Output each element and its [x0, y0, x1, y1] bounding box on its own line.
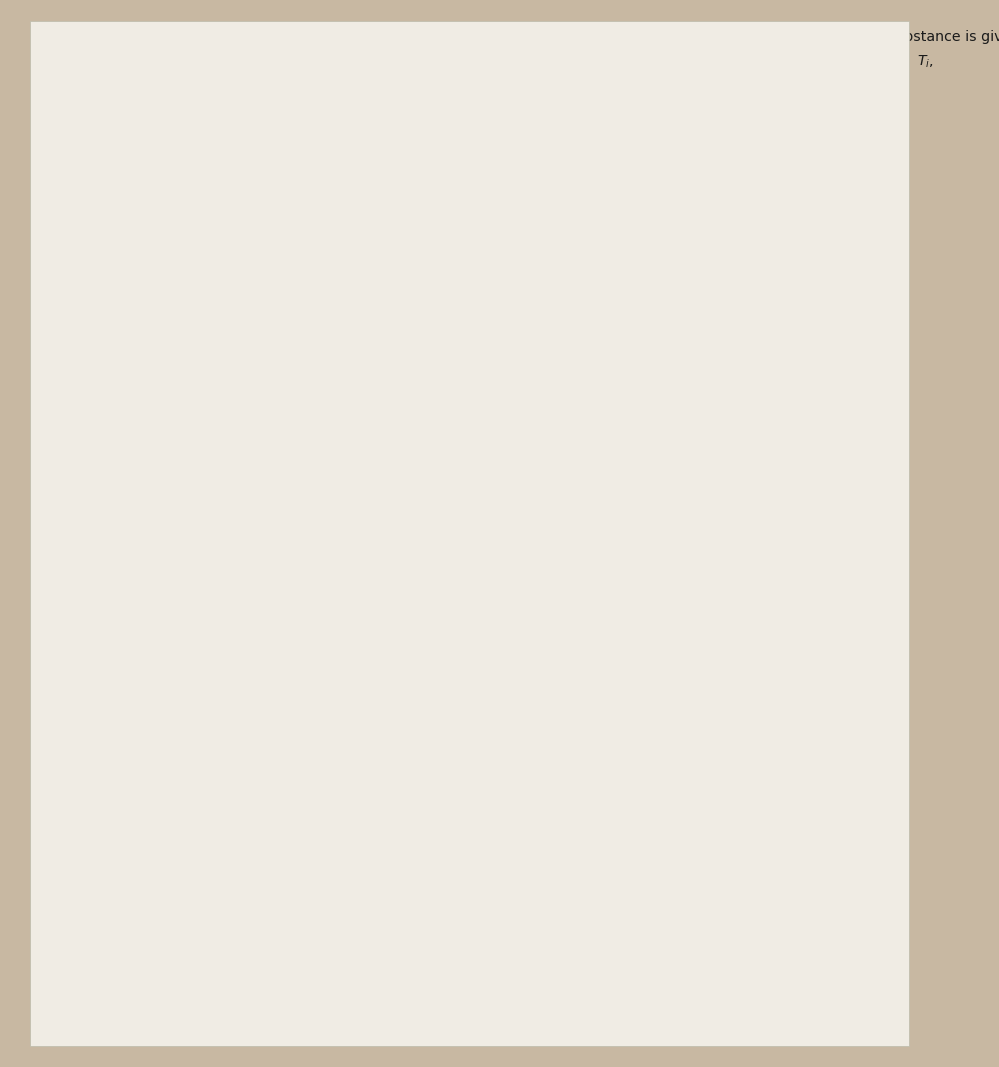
Text: 3): 3) — [440, 370, 455, 384]
Text: $2x + 6y = 20$: $2x + 6y = 20$ — [90, 795, 187, 814]
Text: in joules, needed to raise the temperature of: in joules, needed to raise the temperatu… — [340, 30, 659, 44]
Text: What is the solution to the inequality $2m - 4 \leq 3(2m + 4)$?: What is the solution to the inequality $… — [90, 930, 500, 949]
Text: is the specific heat capacity of the substance.  If its initial temperature is: is the specific heat capacity of the sub… — [315, 53, 835, 67]
Text: $T_f$: $T_f$ — [435, 77, 450, 93]
Text: is the number of hot dogs and: is the number of hot dogs and — [474, 278, 688, 292]
Text: $x + y = 6$: $x + y = 6$ — [500, 765, 561, 782]
Text: 2): 2) — [100, 155, 114, 169]
Text: $h + p \geq 200$: $h + p \geq 200$ — [155, 402, 236, 420]
Text: $2x + 6y = 20$: $2x + 6y = 20$ — [90, 861, 187, 880]
Text: $0.50h + 0.40p \leq 200$: $0.50h + 0.40p \leq 200$ — [475, 402, 618, 420]
Text: During summer vacation, Ben decides to sell hot dogs and pretzels on a food cart: During summer vacation, Ben decides to s… — [75, 232, 852, 245]
Text: Q,: Q, — [318, 30, 334, 44]
Text: m: m — [792, 30, 806, 44]
Text: p: p — [697, 278, 706, 292]
Text: and milkshakes,: and milkshakes, — [448, 472, 562, 485]
Text: $-x + y = 14$: $-x + y = 14$ — [90, 831, 172, 848]
Text: 1): 1) — [40, 563, 54, 577]
Text: is the number of: is the number of — [709, 278, 826, 292]
Text: $2x + 6y = 20$: $2x + 6y = 20$ — [500, 861, 596, 880]
Text: 4): 4) — [440, 402, 455, 416]
Text: $1.50(5) + 2.00m \geq 19.00$: $1.50(5) + 2.00m \geq 19.00$ — [80, 563, 253, 579]
Text: $0.50 for each hot dog and $0.40 for each pretzel.  He has only $100 to spend ea: $0.50 for each hot dog and $0.40 for eac… — [40, 255, 787, 269]
Text: m.: m. — [577, 472, 595, 485]
Text: C: C — [300, 53, 310, 67]
Text: $h + p \leq 200$: $h + p \leq 200$ — [155, 370, 236, 388]
Text: 2): 2) — [40, 595, 54, 609]
Text: $-x + y = 6$: $-x + y = 6$ — [90, 765, 163, 782]
Text: 4): 4) — [460, 595, 475, 609]
Text: 2): 2) — [40, 831, 54, 845]
Text: an equation to find its final temperature,: an equation to find its final temperatur… — [40, 77, 331, 91]
Text: 3): 3) — [460, 765, 475, 779]
Text: pretzels.  He wants to sell at least 200 items each day.  If: pretzels. He wants to sell at least 200 … — [40, 278, 448, 292]
Text: 3) $m \leq -4$: 3) $m \leq -4$ — [470, 965, 547, 981]
Text: Each ice cream cone costs $1.50 and each: Each ice cream cone costs $1.50 and each — [599, 472, 907, 485]
Text: 4): 4) — [460, 831, 475, 845]
Text: 1): 1) — [120, 370, 134, 384]
Text: cream cones, which inequality could be used to determine the maximum number of m: cream cones, which inequality could be u… — [40, 519, 820, 532]
Text: 4) $m \geq -4$: 4) $m \geq -4$ — [679, 965, 757, 981]
Text: 10.: 10. — [40, 930, 65, 944]
Text: $x + y = 14$: $x + y = 14$ — [500, 831, 570, 848]
Text: h: h — [463, 278, 472, 292]
Text: $1.50c + 2.00(5) \leq 19.00$: $1.50c + 2.00(5) \leq 19.00$ — [495, 595, 661, 611]
Text: 6.: 6. — [40, 30, 55, 44]
Text: pretzels, which inequality would be part of a system of inequalities used to det: pretzels, which inequality would be part… — [40, 302, 823, 316]
Text: c,: c, — [428, 472, 440, 485]
Text: $T_f = \dfrac{Q}{mC} + T_i$: $T_f = \dfrac{Q}{mC} + T_i$ — [145, 155, 235, 189]
Text: $1.50c + 2.00(5) \geq 19.00$: $1.50c + 2.00(5) \geq 19.00$ — [495, 563, 661, 579]
Text: 2): 2) — [120, 402, 134, 416]
Text: 2) $m \geq -2$: 2) $m \geq -2$ — [260, 965, 337, 981]
Text: 1) $m \leq -2$: 1) $m \leq -2$ — [40, 965, 117, 981]
Text: $T_f = \dfrac{T_i + Q}{mC}$: $T_f = \dfrac{T_i + Q}{mC}$ — [504, 93, 580, 128]
Text: $2x + 6y = 20$: $2x + 6y = 20$ — [500, 795, 596, 814]
Text: The amount of energy,: The amount of energy, — [75, 30, 238, 44]
Text: grams of a substance is given by the: grams of a substance is given by the — [807, 30, 999, 44]
Text: , where: , where — [252, 53, 305, 67]
Text: 8.: 8. — [40, 472, 55, 485]
Text: 7.: 7. — [40, 232, 55, 245]
Text: , is: , is — [455, 77, 476, 91]
Text: 3): 3) — [470, 93, 485, 107]
Text: 3): 3) — [460, 563, 475, 577]
Text: $T_f = \dfrac{Q}{mC} - T_i$: $T_f = \dfrac{Q}{mC} - T_i$ — [145, 93, 235, 127]
Text: $Q = mC(T_f - T_i)$: $Q = mC(T_f - T_i)$ — [102, 53, 208, 70]
Text: $0.50h + 0.40p \geq 200$: $0.50h + 0.40p \geq 200$ — [475, 370, 618, 388]
Text: dogs and pretzels Ben can sell?: dogs and pretzels Ben can sell? — [40, 325, 265, 339]
Text: $1.50(5) + 2.00m \leq 19.00$: $1.50(5) + 2.00m \leq 19.00$ — [80, 595, 253, 611]
Text: 4): 4) — [470, 155, 485, 169]
Text: 1): 1) — [40, 765, 54, 779]
Text: formula: formula — [40, 53, 95, 67]
Text: 1): 1) — [100, 93, 114, 107]
Text: $T_i$,: $T_i$, — [917, 53, 934, 69]
Text: An ice cream shop sells ice cream cones,: An ice cream shop sells ice cream cones, — [75, 472, 368, 485]
Text: Which system has the same solution as the system below?: Which system has the same solution as th… — [75, 665, 495, 679]
Text: 9.: 9. — [40, 665, 55, 679]
Text: $T_f = \dfrac{Q - mCT_i}{T_i}$: $T_f = \dfrac{Q - mCT_i}{T_i}$ — [504, 155, 605, 193]
Text: $-2x - 2y = 4$: $-2x - 2y = 4$ — [454, 724, 545, 742]
Text: $x + 3y = 10$: $x + 3y = 10$ — [460, 697, 539, 714]
Text: milkshake costs $2.00.  Donna has $19.00 to spend on ice cream cones and milksha: milkshake costs $2.00. Donna has $19.00 … — [40, 495, 792, 513]
